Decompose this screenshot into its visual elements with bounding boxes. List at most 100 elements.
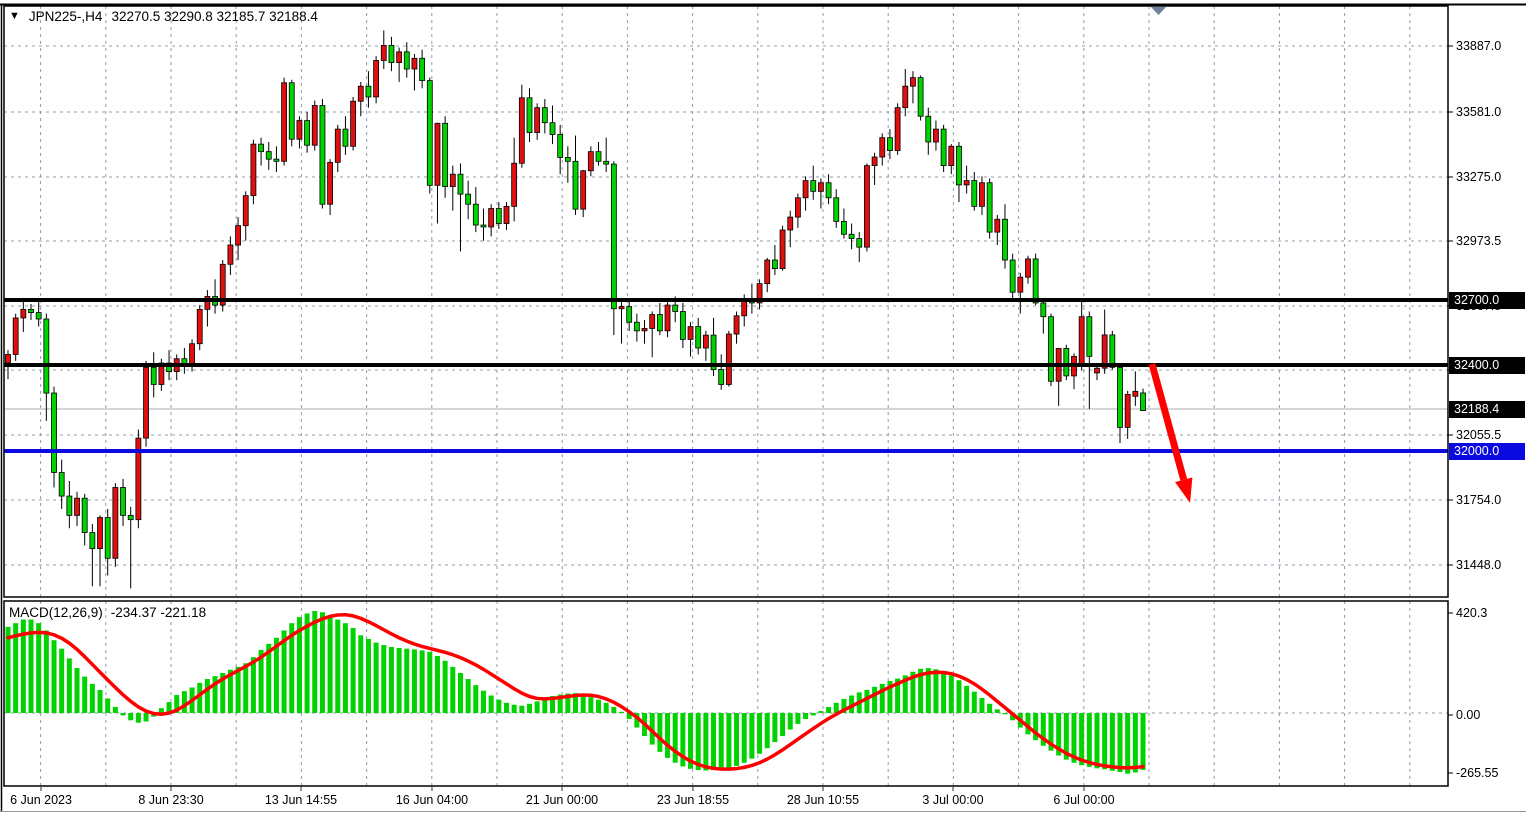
macd-histogram-bar — [895, 678, 901, 713]
candle-body — [58, 472, 65, 497]
candle-body — [74, 497, 80, 516]
macd-histogram-bar — [174, 695, 180, 713]
macd-histogram-bar — [503, 702, 509, 713]
candle-body — [971, 180, 978, 207]
macd-histogram-bar — [388, 646, 394, 713]
candle-body — [373, 60, 380, 98]
macd-histogram-bar — [780, 713, 786, 737]
symbol-dropdown-icon[interactable]: ▼ — [9, 10, 20, 22]
macd-histogram-bar — [1079, 713, 1085, 766]
macd-histogram-bar — [1109, 713, 1115, 771]
candle-body — [442, 122, 449, 188]
macd-histogram-bar — [1002, 713, 1008, 715]
macd-histogram-bar — [120, 713, 126, 716]
time-axis-label: 6 Jul 00:00 — [1053, 793, 1115, 807]
candle-body — [572, 160, 579, 210]
candle-body — [848, 233, 855, 239]
macd-histogram-bar — [335, 619, 341, 713]
candle-body — [841, 220, 847, 235]
macd-histogram-bar — [89, 683, 95, 713]
candle-body — [879, 137, 886, 158]
macd-histogram-bar — [473, 685, 479, 713]
macd-histogram-bar — [434, 655, 440, 713]
candle-body — [1017, 276, 1024, 293]
candle-body — [465, 193, 472, 205]
macd-histogram-bar — [43, 630, 49, 713]
macd-histogram-bar — [480, 690, 486, 713]
candle-body — [917, 77, 924, 117]
candle-body — [480, 224, 487, 228]
macd-histogram-bar — [1048, 713, 1054, 751]
macd-histogram-bar — [818, 711, 824, 713]
candle-body — [411, 57, 418, 70]
candle-body — [733, 315, 740, 335]
macd-histogram-bar — [994, 709, 1000, 713]
macd-histogram-bar — [227, 669, 233, 713]
candle-body — [28, 308, 34, 313]
macd-histogram-bar — [128, 713, 134, 721]
candle-body — [610, 163, 617, 310]
candle-body — [710, 334, 717, 370]
macd-histogram-bar — [327, 615, 333, 713]
candle-body — [204, 296, 211, 310]
candle-body — [1009, 259, 1016, 293]
macd-histogram-bar — [557, 694, 563, 713]
candle-body — [5, 354, 11, 364]
candle-body — [472, 203, 479, 226]
candle-body — [618, 306, 625, 310]
candle-body — [672, 304, 679, 312]
main-pane-border — [3, 5, 1449, 598]
candle-body — [250, 143, 257, 197]
candle-body — [334, 128, 341, 163]
trend-arrow-shaft[interactable] — [1148, 363, 1188, 481]
macd-histogram-bar — [312, 611, 318, 713]
candle-body — [940, 128, 947, 166]
macd-axis-label: -265.55 — [1456, 766, 1499, 780]
candle-body — [1040, 302, 1047, 318]
price-axis-label: 32973.5 — [1456, 234, 1502, 248]
macd-histogram-bar — [266, 643, 272, 713]
candle-body — [457, 173, 464, 195]
candle-body — [580, 170, 587, 210]
candle-body — [426, 80, 433, 186]
macd-histogram-bar — [526, 703, 532, 713]
candle-body — [235, 225, 241, 246]
candle-body — [43, 318, 50, 394]
macd-histogram-bar — [941, 671, 947, 713]
macd-histogram-bar — [795, 713, 801, 724]
macd-histogram-bar — [703, 713, 709, 771]
macd-histogram-bar — [580, 694, 586, 713]
macd-histogram-bar — [979, 697, 985, 713]
macd-histogram-bar — [1102, 713, 1108, 770]
candle-body — [557, 134, 564, 158]
candle-body — [718, 369, 725, 385]
macd-histogram-bar — [803, 713, 809, 720]
candle-body — [273, 158, 280, 162]
chart-shift-marker-icon[interactable] — [1151, 7, 1166, 15]
candle-body — [127, 514, 134, 521]
macd-histogram-bar — [20, 619, 26, 713]
macd-histogram-bar — [350, 628, 356, 713]
candle-body — [986, 182, 993, 233]
macd-histogram-bar — [281, 630, 287, 713]
candle-body — [656, 314, 663, 332]
macd-histogram-bar — [956, 680, 962, 713]
macd-histogram-bar — [450, 666, 456, 713]
time-axis-label: 6 Jun 2023 — [10, 793, 72, 807]
macd-histogram-bar — [419, 650, 425, 713]
macd-histogram-bar — [542, 698, 548, 713]
macd-axis-label: 0.00 — [1456, 708, 1481, 722]
candle-body — [1048, 316, 1054, 382]
macd-histogram-bar — [158, 708, 164, 713]
candle-body — [518, 97, 525, 164]
candle-body — [864, 165, 870, 248]
macd-histogram-bar — [588, 697, 594, 713]
trend-arrow-head[interactable] — [1175, 477, 1193, 503]
macd-histogram-bar — [36, 623, 42, 713]
candle-body — [633, 321, 640, 332]
macd-histogram-bar — [772, 713, 778, 743]
macd-histogram-bar — [925, 668, 931, 713]
candle-body — [35, 312, 42, 320]
